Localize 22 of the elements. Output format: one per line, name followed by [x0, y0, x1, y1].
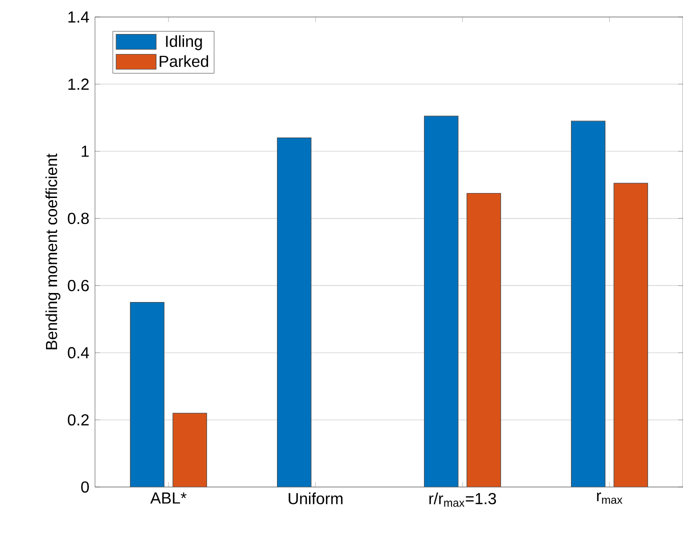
- bar: [130, 302, 164, 487]
- bar: [466, 192, 502, 487]
- y-tick-label: 0: [81, 481, 89, 493]
- bar: [570, 120, 606, 487]
- y-tick-label: 1: [82, 146, 89, 157]
- y-tick-label: 1.4: [68, 11, 90, 22]
- y-tick-label: 1.2: [68, 78, 89, 90]
- bar: [614, 182, 648, 487]
- y-tick-label: 0.2: [68, 414, 89, 426]
- x-tick-label: r$_{max}$: [597, 492, 622, 504]
- bar: [276, 138, 312, 487]
- y-tick-label: 0.6: [68, 280, 89, 292]
- legend-label: Idling: [166, 35, 202, 50]
- y-tick-label: 0.8: [68, 212, 89, 224]
- y-axis-title: Bending moment coefficient: [45, 154, 60, 350]
- x-tick-label: Uniform: [288, 492, 342, 504]
- bar: [172, 412, 208, 487]
- legend-label: Parked: [160, 55, 208, 68]
- x-tick-label: r/r$_{max}$=1.3: [429, 492, 496, 507]
- bar: [424, 116, 458, 487]
- x-tick-label: ABL*: [150, 492, 186, 504]
- y-tick-label: 0.4: [68, 347, 90, 358]
